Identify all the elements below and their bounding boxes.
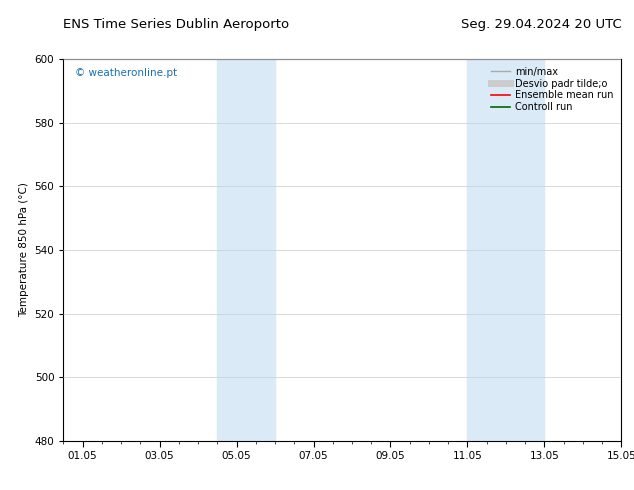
Bar (467, 59, 545, 441)
Text: ENS Time Series Dublin Aeroporto: ENS Time Series Dublin Aeroporto (63, 18, 290, 31)
Legend: min/max, Desvio padr tilde;o, Ensemble mean run, Controll run: min/max, Desvio padr tilde;o, Ensemble m… (488, 64, 616, 115)
Text: © weatheronline.pt: © weatheronline.pt (75, 69, 177, 78)
Y-axis label: Temperature 850 hPa (°C): Temperature 850 hPa (°C) (19, 182, 29, 318)
Bar (217, 59, 275, 441)
Text: Seg. 29.04.2024 20 UTC: Seg. 29.04.2024 20 UTC (460, 18, 621, 31)
